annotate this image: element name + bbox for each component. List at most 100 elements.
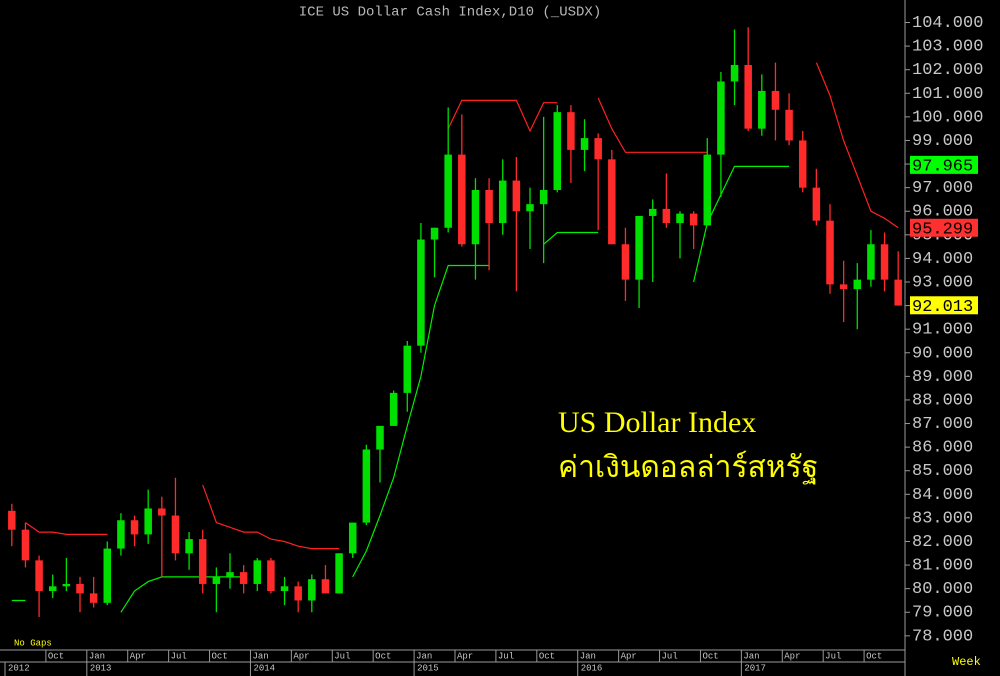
candle-body xyxy=(471,190,480,245)
candle-body xyxy=(389,392,398,426)
x-tick-label: Jan xyxy=(580,651,596,661)
candle-body xyxy=(226,572,234,577)
y-tick-label: 91.000 xyxy=(912,321,973,340)
candle-body xyxy=(539,190,548,205)
x-tick-label: Jul xyxy=(825,651,841,661)
y-tick-label: 97.000 xyxy=(912,179,973,198)
candle-body xyxy=(76,583,84,594)
candle-body xyxy=(458,154,466,245)
price-label-box xyxy=(910,155,978,174)
x-tick-label: Oct xyxy=(375,651,391,661)
gap-mode-label: No Gaps xyxy=(14,638,52,648)
chart-title: ICE US Dollar Cash Index,D10 (_USDX) xyxy=(299,5,601,21)
candle-body xyxy=(103,548,112,603)
candle-body xyxy=(498,180,507,224)
candle-body xyxy=(853,279,862,290)
candle-body xyxy=(512,180,521,212)
candle-body xyxy=(239,572,248,584)
candle-body xyxy=(608,159,616,245)
candle-body xyxy=(689,213,698,226)
y-tick-label: 90.000 xyxy=(912,344,973,363)
candle-body xyxy=(635,215,643,280)
candle-body xyxy=(294,586,302,601)
candle-body xyxy=(648,208,657,216)
y-tick-label: 78.000 xyxy=(912,627,973,646)
y-tick-label: 88.000 xyxy=(912,391,973,410)
candle-body xyxy=(212,576,221,584)
candle-body xyxy=(348,522,357,554)
candle-body xyxy=(185,539,193,554)
candle-body xyxy=(785,109,793,141)
y-tick-label: 86.000 xyxy=(912,439,973,458)
candle-body xyxy=(485,190,493,224)
candle-body xyxy=(526,204,534,212)
candle-body xyxy=(580,138,589,150)
y-tick-label: 81.000 xyxy=(912,557,973,576)
annotation: US Dollar Index xyxy=(558,406,756,439)
x-tick-label: Oct xyxy=(866,651,882,661)
candle-body xyxy=(826,220,834,285)
candle-body xyxy=(867,244,875,280)
y-tick-label: 89.000 xyxy=(912,368,973,387)
y-tick-label: 82.000 xyxy=(912,533,973,552)
candle-body xyxy=(676,213,684,224)
x-tick-label: Jan xyxy=(252,651,268,661)
year-tick-label: 2017 xyxy=(744,663,766,673)
stop-line xyxy=(25,62,899,550)
x-tick-label: Jan xyxy=(416,651,432,661)
period-label: Week xyxy=(952,655,981,669)
y-tick-label: 93.000 xyxy=(912,273,973,292)
price-label: 92.013 xyxy=(912,298,973,317)
y-tick-label: 79.000 xyxy=(912,604,973,623)
candle-body xyxy=(812,187,821,221)
year-tick-label: 2014 xyxy=(253,663,275,673)
y-tick-label: 87.000 xyxy=(912,415,973,434)
y-tick-label: 100.000 xyxy=(912,108,983,127)
candle-body xyxy=(880,244,889,280)
candle-body xyxy=(567,112,575,150)
x-tick-label: Oct xyxy=(539,651,555,661)
y-tick-label: 99.000 xyxy=(912,132,973,151)
y-tick-label: 102.000 xyxy=(912,61,983,80)
candle-body xyxy=(730,64,739,82)
x-tick-label: Jul xyxy=(662,651,678,661)
x-tick-label: Jan xyxy=(743,651,759,661)
candle-body xyxy=(758,90,766,129)
price-label: 97.965 xyxy=(912,157,973,176)
candle-body xyxy=(130,520,139,535)
candle-body xyxy=(35,560,43,592)
annotation: ค่าเงินดอลล่าร์สหรัฐ xyxy=(558,450,818,485)
candle-body xyxy=(48,586,57,592)
x-tick-label: Oct xyxy=(212,651,228,661)
x-tick-label: Jul xyxy=(498,651,514,661)
year-tick-label: 2012 xyxy=(8,663,30,673)
candle-body xyxy=(662,208,671,224)
stop-line xyxy=(11,165,790,613)
y-tick-label: 84.000 xyxy=(912,486,973,505)
y-tick-label: 80.000 xyxy=(912,580,973,599)
candle-body xyxy=(553,112,562,190)
candle-body xyxy=(621,244,630,280)
candle-body xyxy=(280,586,289,592)
x-tick-label: Apr xyxy=(293,651,309,661)
candle-body xyxy=(321,579,330,594)
y-tick-label: 83.000 xyxy=(912,509,973,528)
candle-body xyxy=(444,154,452,228)
candle-body xyxy=(117,520,125,549)
candle-body xyxy=(703,154,712,226)
candle-body xyxy=(198,539,207,584)
y-tick-label: 94.000 xyxy=(912,250,973,269)
candle-body xyxy=(430,227,439,240)
year-tick-label: 2015 xyxy=(417,663,439,673)
price-label-box xyxy=(910,296,978,315)
candle-body xyxy=(335,553,343,594)
y-tick-label: 103.000 xyxy=(912,38,983,57)
x-tick-label: Apr xyxy=(457,651,473,661)
candle-body xyxy=(308,579,316,601)
x-tick-label: Apr xyxy=(621,651,637,661)
year-tick-label: 2013 xyxy=(90,663,112,673)
x-tick-label: Apr xyxy=(130,651,146,661)
candle-body xyxy=(89,593,98,603)
candle-body xyxy=(62,583,71,587)
